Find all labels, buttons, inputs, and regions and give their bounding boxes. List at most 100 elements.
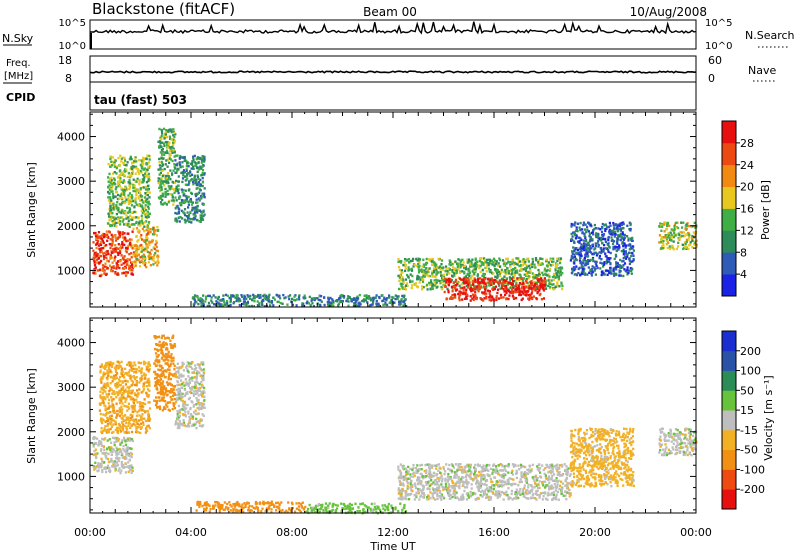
data-cell bbox=[362, 300, 365, 303]
data-cell bbox=[575, 251, 578, 255]
data-cell bbox=[689, 243, 692, 246]
data-cell bbox=[588, 259, 591, 263]
data-cell bbox=[356, 295, 359, 298]
data-cell bbox=[98, 443, 101, 446]
data-cell bbox=[531, 260, 534, 263]
data-cell bbox=[613, 267, 617, 271]
data-cell bbox=[168, 135, 171, 138]
data-cell bbox=[131, 407, 134, 410]
data-cell bbox=[114, 370, 118, 373]
data-cell bbox=[615, 265, 618, 269]
data-cell bbox=[140, 374, 143, 378]
data-cell bbox=[485, 295, 488, 299]
data-cell bbox=[105, 411, 108, 415]
data-cell bbox=[107, 460, 111, 464]
data-cell bbox=[134, 158, 137, 161]
data-cell bbox=[399, 282, 402, 285]
data-cell bbox=[111, 224, 114, 227]
data-cell bbox=[172, 374, 175, 377]
data-cell bbox=[672, 248, 675, 251]
data-cell bbox=[661, 247, 665, 250]
data-cell bbox=[130, 238, 133, 241]
data-cell bbox=[145, 368, 148, 371]
data-cell bbox=[447, 291, 450, 294]
data-cell bbox=[115, 440, 118, 443]
data-cell bbox=[105, 253, 108, 256]
data-cell bbox=[94, 448, 97, 451]
data-cell bbox=[494, 285, 498, 288]
data-cell bbox=[628, 248, 631, 251]
data-cell bbox=[124, 388, 127, 391]
data-cell bbox=[478, 267, 481, 270]
data-cell bbox=[164, 187, 167, 191]
data-cell bbox=[666, 222, 669, 225]
data-cell bbox=[101, 398, 104, 401]
data-cell bbox=[571, 250, 574, 253]
data-cell bbox=[487, 289, 490, 292]
data-cell bbox=[585, 244, 588, 248]
data-cell bbox=[528, 293, 531, 297]
data-cell bbox=[115, 250, 118, 253]
data-cell bbox=[130, 391, 134, 394]
data-cell bbox=[189, 197, 192, 201]
data-cell bbox=[191, 218, 194, 221]
power-panel-frame bbox=[89, 111, 697, 308]
data-cell bbox=[116, 413, 119, 416]
data-cell bbox=[144, 209, 148, 212]
data-cell bbox=[122, 415, 125, 418]
data-cell bbox=[202, 302, 205, 306]
data-cell bbox=[126, 247, 129, 250]
data-cell bbox=[121, 429, 125, 432]
data-cell bbox=[515, 282, 518, 285]
data-cell bbox=[609, 251, 612, 255]
data-cell bbox=[97, 469, 100, 472]
data-cell bbox=[451, 269, 454, 272]
data-cell bbox=[447, 289, 450, 292]
data-cell bbox=[519, 275, 522, 279]
data-cell bbox=[201, 180, 204, 183]
data-cell bbox=[463, 266, 466, 270]
data-cell bbox=[583, 267, 586, 270]
data-cell bbox=[375, 299, 378, 303]
data-cell bbox=[596, 266, 599, 270]
data-cell bbox=[93, 272, 96, 275]
data-cell bbox=[495, 260, 498, 263]
data-cell bbox=[126, 206, 129, 209]
data-cell bbox=[608, 271, 611, 274]
data-cell bbox=[589, 238, 592, 242]
data-cell bbox=[107, 375, 110, 378]
data-cell bbox=[94, 261, 97, 264]
data-cell bbox=[123, 449, 126, 452]
data-cell bbox=[326, 300, 329, 304]
data-cell bbox=[279, 297, 282, 300]
data-cell bbox=[170, 185, 173, 188]
data-cell bbox=[253, 300, 256, 303]
data-cell bbox=[481, 281, 484, 284]
data-cell bbox=[110, 362, 113, 365]
data-cell bbox=[534, 257, 538, 260]
data-cell bbox=[160, 177, 163, 180]
data-cell bbox=[488, 258, 491, 261]
data-cell bbox=[112, 195, 115, 198]
data-cell bbox=[113, 165, 116, 168]
data-cell bbox=[397, 287, 401, 291]
data-cell bbox=[130, 194, 133, 197]
data-cell bbox=[541, 271, 544, 275]
data-cell bbox=[140, 159, 143, 162]
data-cell bbox=[118, 401, 122, 405]
data-cell bbox=[144, 188, 148, 191]
data-cell bbox=[152, 259, 155, 262]
data-cell bbox=[422, 278, 425, 281]
data-cell bbox=[663, 230, 666, 233]
data-cell bbox=[123, 180, 126, 183]
data-cell bbox=[111, 436, 115, 439]
data-cell bbox=[288, 297, 291, 301]
data-cell bbox=[139, 407, 143, 410]
data-cell bbox=[614, 245, 617, 248]
freq-label: Freq. bbox=[6, 58, 31, 69]
data-cell bbox=[127, 264, 130, 267]
data-cell bbox=[262, 299, 265, 302]
data-cell bbox=[118, 391, 121, 395]
data-cell bbox=[165, 179, 168, 182]
